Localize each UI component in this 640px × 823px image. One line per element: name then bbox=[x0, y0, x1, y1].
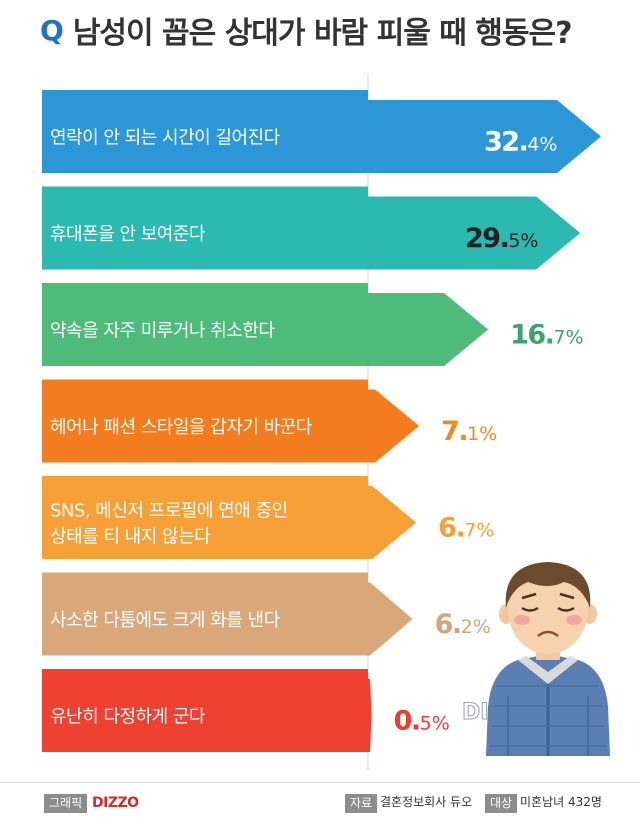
category-label-6: 사소한 다툼에도 크게 화를 낸다 bbox=[50, 610, 281, 631]
category-label-1: 연락이 안 되는 시간이 길어진다 bbox=[50, 128, 281, 149]
value-label-2: 29.5% bbox=[465, 223, 539, 254]
value-label-3: 16.7% bbox=[510, 320, 584, 351]
bar-6 bbox=[42, 572, 413, 656]
category-label-7: 유난히 다정하게 군다 bbox=[50, 707, 206, 728]
category-label-3: 약속을 자주 미루거나 취소한다 bbox=[50, 321, 275, 342]
title-text: 남성이 꼽은 상대가 바람 피울 때 행동은? bbox=[72, 16, 573, 51]
category-label-2: 휴대폰을 안 보여준다 bbox=[50, 224, 206, 245]
target-text: 미혼남녀 432명 bbox=[520, 795, 602, 809]
category-label-4: 헤어나 패션 스타일을 갑자기 바꾼다 bbox=[50, 417, 313, 438]
source-badge: 자료 bbox=[345, 794, 378, 813]
category-label-5-line-1: SNS, 메신저 프로필에 연애 중인 bbox=[50, 501, 288, 522]
target-badge: 대상 bbox=[485, 794, 518, 813]
category-label-5-line-2: 상태를 티 내지 않는다 bbox=[50, 527, 211, 548]
value-label-4: 7.1% bbox=[441, 416, 497, 447]
value-label-5: 6.7% bbox=[438, 513, 494, 544]
bar-chart: 연락이 안 되는 시간이 길어진다 32.4% 휴대폰을 안 보여준다 29.5% 약속… bbox=[42, 74, 601, 770]
graphic-brand: DIZZO bbox=[92, 795, 139, 811]
bar-1 bbox=[42, 90, 601, 173]
value-label-7: 0.5% bbox=[394, 706, 450, 737]
bar-4 bbox=[42, 379, 420, 463]
value-label-1: 32.4% bbox=[484, 127, 558, 158]
question-mark-label: Q bbox=[40, 13, 64, 47]
value-label-6: 6.2% bbox=[435, 609, 491, 640]
bar-5 bbox=[42, 476, 417, 559]
bar-7 bbox=[42, 669, 372, 752]
bar-2 bbox=[42, 186, 581, 270]
bar-3 bbox=[42, 283, 489, 366]
chart-title: Q 남성이 꼽은 상대가 바람 피울 때 행동은? bbox=[40, 6, 630, 54]
graphic-badge: 그래픽 bbox=[44, 794, 88, 813]
sad-man-illustration bbox=[486, 562, 610, 756]
footer: 그래픽 DIZZO 자료 결혼정보회사 듀오 대상 미혼남녀 432명 bbox=[0, 782, 640, 823]
source-text: 결혼정보회사 듀오 bbox=[380, 795, 473, 809]
